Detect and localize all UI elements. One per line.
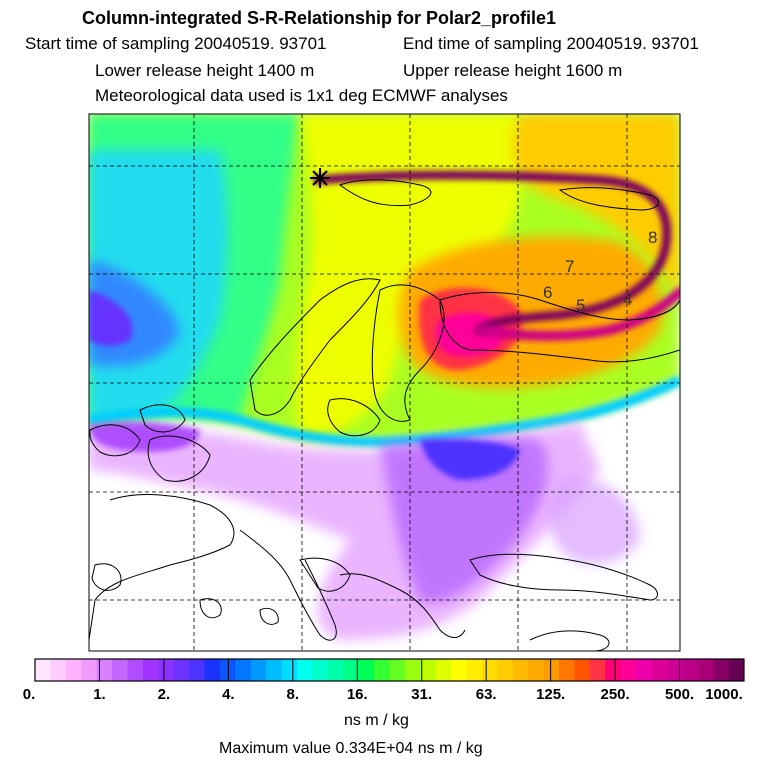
met-data-label: Meteorological data used is 1x1 deg ECMW… [95,86,508,105]
colorbar-segment [728,659,745,681]
contour-label: 8 [648,228,657,247]
colorbar-tick-label: 500. [665,686,694,703]
colorbar-segment [697,659,714,681]
contour-label: 4 [623,290,632,309]
contour-label: 6 [543,283,552,302]
colorbar-tick-label: 250. [600,686,629,703]
colorbar-segment [389,659,406,681]
colorbar-segment [266,659,283,681]
colorbar-segment [574,659,591,681]
colorbar-segment [297,659,313,681]
colorbar-segment [497,659,514,681]
colorbar-segment [374,659,390,681]
colorbar-tick-label: 16. [347,686,368,703]
colorbar-segment [543,659,560,681]
colorbar-segment [666,659,683,681]
colorbar-segment [96,659,113,681]
colorbar-segment [112,659,128,681]
contour-label: 7 [565,257,574,276]
colorbar-segment [235,659,252,681]
colorbar-tick-label: 4. [222,686,235,703]
colorbar-segment [420,659,437,681]
colorbar-segment [713,659,730,681]
colorbar-tick-label: 125. [536,686,565,703]
colorbar-segment [466,659,483,681]
colorbar-tick-label: 8. [287,686,300,703]
colorbar-frame [34,658,745,682]
colorbar-segment [250,659,267,681]
colorbar-segment [435,659,452,681]
colorbar-segment [528,659,545,681]
colorbar-segment [343,659,360,681]
colorbar-segment [512,659,529,681]
contour-label: 5 [576,296,585,315]
colorbar-segment [173,659,190,681]
colorbar-segment [327,659,344,681]
colorbar-segment [451,659,468,681]
colorbar-tick-label: 63. [476,686,497,703]
colorbar-segment [682,659,699,681]
colorbar-segment [589,659,606,681]
release-star-icon [310,168,330,188]
lower-release-label: Lower release height 1400 m [95,61,315,80]
colorbar-segment [204,659,221,681]
end-time-label: End time of sampling 20040519. 93701 [403,34,699,53]
colorbar-segment [559,659,575,681]
colorbar-tick-label: 1000. [705,686,743,703]
upper-release-label: Upper release height 1600 m [403,61,623,80]
colorbar-tick-label: 31. [411,686,432,703]
colorbar-segment [404,659,421,681]
colorbar-segment [35,659,51,681]
colorbar-tick-label: 1. [93,686,106,703]
colorbar-segment [158,659,175,681]
colorbar-segment [127,659,144,681]
map-frame [88,113,681,652]
colorbar-segment [636,659,653,681]
start-time-label: Start time of sampling 20040519. 93701 [25,34,327,53]
colorbar-segment [281,659,298,681]
maximum-value-label: Maximum value 0.334E+04 ns m / kg [219,740,483,757]
colorbar-segment [312,659,329,681]
colorbar-segment [50,659,67,681]
colorbar-segment [481,659,498,681]
unit-label: ns m / kg [344,712,409,729]
colorbar-segment [142,659,159,681]
colorbar-segment [358,659,375,681]
figure-title: Column-integrated S-R-Relationship for P… [82,8,557,28]
colorbar-segment [651,659,668,681]
colorbar-segment [65,659,82,681]
colorbar-segment [620,659,637,681]
graticule [89,114,680,651]
coastlines [89,179,680,651]
colorbar-tick-label: 0. [23,686,36,703]
colorbar-segment [189,659,206,681]
colorbar-segment [605,659,622,681]
colorbar-segment [81,659,98,681]
colorbar-tick-label: 2. [158,686,171,703]
